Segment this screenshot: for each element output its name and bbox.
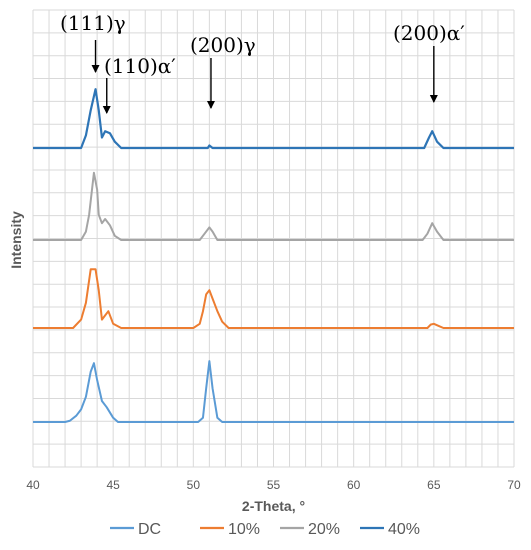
x-tick-label: 50 [187,478,201,492]
x-tick-label: 70 [507,478,521,492]
legend-label: DC [138,521,161,538]
annotation-arrowhead [206,101,215,109]
legend: DC 10% 20% 40% [110,521,420,538]
x-tick-label: 65 [427,478,441,492]
legend-item-40pct: 40% [360,521,420,538]
series-line-dc [33,360,514,423]
y-axis-title: Intensity [8,211,24,269]
series-line-40pct [33,88,514,150]
annotation-label: (110)α′ [104,54,176,78]
x-tick-labels: 40 45 50 55 60 65 70 [26,478,521,492]
legend-item-10pct: 10% [200,521,260,538]
series-lines [33,88,514,423]
x-tick-label: 55 [267,478,281,492]
legend-label: 40% [388,521,420,538]
annotation-arrowhead [91,65,100,73]
legend-label: 20% [308,521,340,538]
annotation-arrowhead [429,95,438,103]
x-axis-title: 2-Theta, ° [242,498,305,514]
annotation-arrowhead [102,106,111,114]
grid [32,9,515,468]
annotation-label: (111)γ [60,11,126,35]
annotation-label: (200)α′ [393,21,465,45]
legend-label: 10% [228,521,260,538]
annotation-label: (200)γ [190,33,256,57]
x-tick-label: 60 [347,478,361,492]
annotations: (111)γ (110)α′ (200)γ (200)α′ [60,11,465,114]
x-tick-label: 40 [26,478,40,492]
legend-item-dc: DC [110,521,161,538]
legend-item-20pct: 20% [280,521,340,538]
x-tick-label: 45 [106,478,120,492]
series-line-10pct [33,268,514,329]
series-line-20pct [33,171,514,241]
